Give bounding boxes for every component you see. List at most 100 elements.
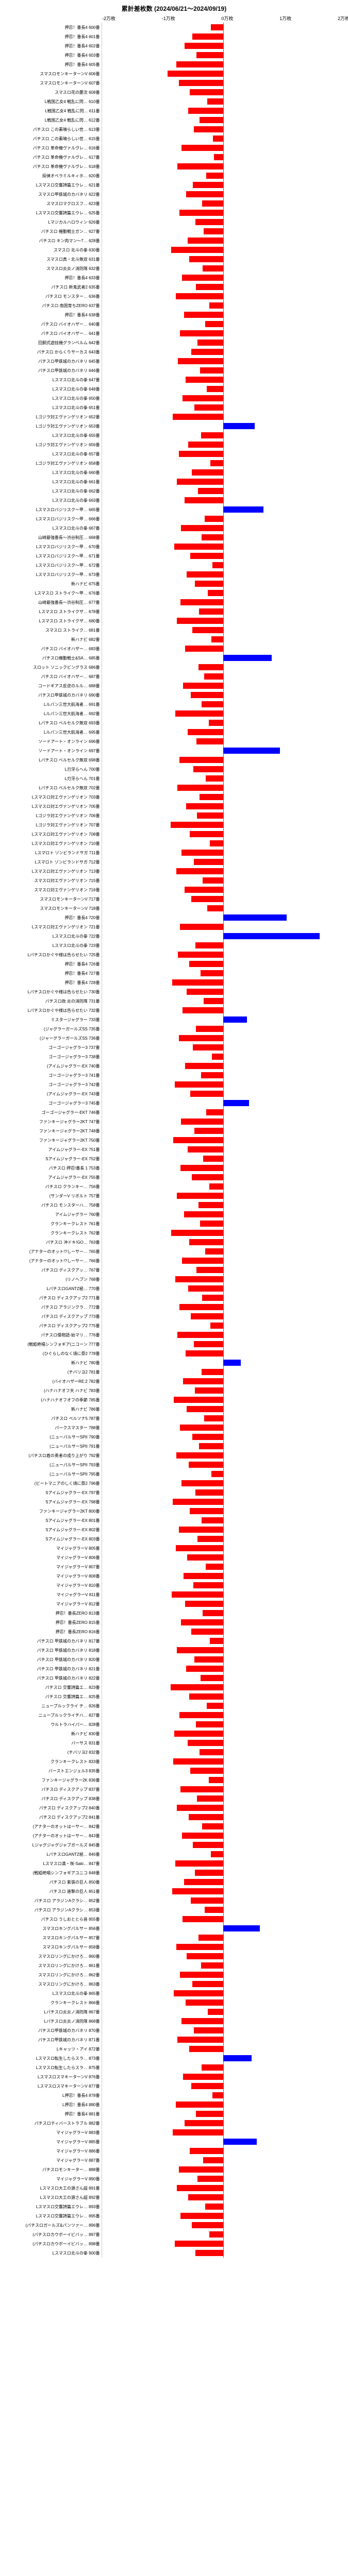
row-label: (サンダーV リボルト 757番 [4, 1193, 102, 1199]
row-label: ゴーゴージャグラー3 745番 [4, 1100, 102, 1106]
bar [208, 2009, 223, 2015]
row-label: ファンキージャグラー2KT 748番 [4, 1128, 102, 1134]
row-label: 山崎最強番長～渋谷制圧… 668番 [4, 535, 102, 540]
row-label: LパチスロGANTZ極… 770番 [4, 1286, 102, 1292]
plot-cell [102, 1451, 344, 1460]
row-label: L戦国乙女4 戦乱に閃… 610番 [4, 99, 102, 105]
plot-cell [102, 1979, 344, 1989]
row-label: パチスロ 甲鉄城のカバネリ 821番 [4, 1666, 102, 1672]
chart-row: Lパチスロ炎炎ノ消防隊 868番 [4, 2016, 344, 2026]
bar [174, 1397, 223, 1403]
plot-cell [102, 904, 344, 913]
plot-cell [102, 1386, 344, 1395]
plot-cell [102, 1191, 344, 1200]
bar [196, 52, 223, 58]
plot-cell [102, 561, 344, 570]
chart-row: ファンキージャグラー2KT 747番 [4, 1117, 344, 1126]
row-label: パチスロ 甲鉄城のカバネリ 822番 [4, 1675, 102, 1681]
bar [177, 2185, 223, 2191]
chart-row: 山崎最強番長～渋谷制圧… 668番 [4, 533, 344, 542]
plot-cell [102, 134, 344, 143]
plot-cell [102, 1581, 344, 1590]
row-label: パチスロ うしおととら音 855番 [4, 1917, 102, 1922]
plot-cell [102, 2081, 344, 2091]
plot-cell [102, 1831, 344, 1840]
bar [188, 2194, 223, 2200]
bar [206, 1109, 223, 1115]
plot-cell [102, 106, 344, 115]
chart-row: マイジャグラーV 811番 [4, 1590, 344, 1599]
row-label: クランキークレスト 833番 [4, 1759, 102, 1765]
row-label: スマスロ甲鉄城のカバネリ 622番 [4, 192, 102, 197]
plot-cell [102, 644, 344, 653]
row-label: Lマジカルハロウィン 626番 [4, 219, 102, 225]
chart-row: Lスマスロ北斗の拳 650番 [4, 394, 344, 403]
chart-row: (アナターのオットはーサー… 843番 [4, 1831, 344, 1840]
row-label: パチスロ この素晴らしい世… 615番 [4, 136, 102, 142]
row-label: アイムジャグラー-EX 755番 [4, 1175, 102, 1180]
bar [198, 1202, 223, 1208]
plot-cell [102, 2221, 344, 2230]
row-label: Lスマスロ北斗の拳 650番 [4, 396, 102, 401]
row-label: スマスロ対エヴァンゲリオン 716番 [4, 887, 102, 893]
plot-cell [102, 1989, 344, 1998]
chart-row: Lスマスロ交響詩篇エウレ… 625番 [4, 208, 344, 217]
plot-cell [102, 867, 344, 876]
xtick-0: -2万枚 [102, 15, 115, 22]
bar [173, 2129, 223, 2136]
plot-cell [102, 115, 344, 125]
row-label: Lキャッツ・アイ 872番 [4, 2046, 102, 2052]
bar [172, 1591, 223, 1598]
row-label: パチスロ アラジンAクラシ… 853番 [4, 1907, 102, 1913]
chart-row: L押忍！番長4 880番 [4, 2100, 344, 2109]
plot-cell [102, 217, 344, 227]
row-label: パチスロ甲鉄城のカバネリ 870番 [4, 2028, 102, 2033]
plot-cell [102, 2119, 344, 2128]
chart-row: (パチスロカウボーイビバッ… 898番 [4, 2239, 344, 2248]
row-label: (パチスロカウボーイビバッ… 897番 [4, 2232, 102, 2238]
row-label: アイムジャグラー 760番 [4, 1212, 102, 1217]
chart-row: パチスロ この素晴らしい世… 615番 [4, 134, 344, 143]
plot-cell [102, 718, 344, 727]
plot-cell [102, 366, 344, 375]
chart-row: Lスマスロバジリスク～甲… 666番 [4, 514, 344, 523]
plot-cell [102, 1200, 344, 1210]
row-label: Lゴジラ対エヴァンゲリオン 658番 [4, 461, 102, 466]
chart-row: (パチスロ盾の勇者の成り上がり 792番 [4, 1451, 344, 1460]
row-label: 押忍！番長4 720番 [4, 915, 102, 921]
row-label: パチスロ この素晴らしい世… 613番 [4, 127, 102, 132]
bar [211, 24, 223, 30]
row-label: パチスロ ディスクアップ2 840番 [4, 1805, 102, 1811]
chart-row: パチスロ ディスクアップ2 841番 [4, 1812, 344, 1822]
chart-row: LパチスロGANTZ極… 770番 [4, 1284, 344, 1293]
row-label: パチスロ 南国育ちZERO 637番 [4, 303, 102, 309]
bar [177, 1647, 223, 1653]
row-label: パチスロ モンスターハ… 758番 [4, 1202, 102, 1208]
row-label: パチスロ 紫張の巨人 850番 [4, 1879, 102, 1885]
row-label: スマスロモンキーターンV 606番 [4, 71, 102, 77]
row-label: Lゴジラ対エヴァンゲリオン 652番 [4, 414, 102, 420]
row-label: ゴーゴージャグラー3 742番 [4, 1082, 102, 1088]
plot-cell [102, 292, 344, 301]
chart-row: Lゴジラ対エヴァンゲリオン 656番 [4, 440, 344, 449]
bar [194, 404, 223, 411]
plot-cell [102, 1423, 344, 1432]
xtick-1: -1万枚 [162, 15, 175, 22]
plot-cell [102, 1961, 344, 1970]
chart-row: パチスロ アラジンAクラシ… 852番 [4, 1896, 344, 1905]
chart-row: 新ハナビ 780番 [4, 1358, 344, 1367]
chart-row: Lパチスロ ベルセルク無双 698番 [4, 755, 344, 765]
chart-row: Lゴジラ対エヴァンゲリオン 706番 [4, 811, 344, 820]
chart-row: Lパチスロ ベルセルク無双 693番 [4, 718, 344, 727]
chart-row: 押忍！番長4 602番 [4, 41, 344, 50]
row-label: Lスマスロバジリスク～甲… 670番 [4, 544, 102, 550]
plot-cell [102, 931, 344, 941]
chart-row: 押忍！番長ZERO 816番 [4, 1627, 344, 1636]
chart-row: パチスロ モンスターハ… 758番 [4, 1200, 344, 1210]
row-label: ウルトラハイパー… 828番 [4, 1722, 102, 1727]
row-label: ニュープルックライチハ… 827番 [4, 1713, 102, 1718]
plot-cell [102, 514, 344, 523]
chart-row: ゴーゴージャグラー3 745番 [4, 1098, 344, 1108]
row-label: Lスマスロ北斗の拳 900番 [4, 2250, 102, 2256]
row-label: Lゴジラ対エヴァンゲリオン 656番 [4, 442, 102, 448]
